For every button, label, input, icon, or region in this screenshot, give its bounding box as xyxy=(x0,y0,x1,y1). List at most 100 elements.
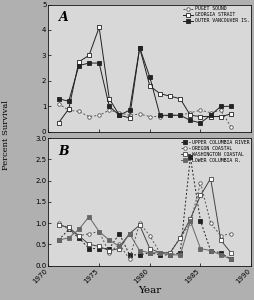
GEORGIA STRAIT xyxy=(77,60,80,64)
LOWER COLUMBIA R. xyxy=(97,230,100,233)
PUGET SOUND xyxy=(198,108,201,112)
UPPER COLUMBIA RIVER xyxy=(168,253,171,257)
GEORGIA STRAIT xyxy=(178,97,181,101)
WASHINGTON COASTAL xyxy=(97,244,100,248)
GEORGIA STRAIT xyxy=(208,115,211,118)
OREGON COASTAL xyxy=(128,257,131,261)
GEORGIA STRAIT xyxy=(138,46,141,50)
OUTER VANCOUVER IS. xyxy=(158,113,161,117)
GEORGIA STRAIT xyxy=(97,26,100,29)
LOWER COLUMBIA R. xyxy=(148,251,151,255)
OREGON COASTAL xyxy=(117,242,120,246)
PUGET SOUND xyxy=(97,113,100,117)
GEORGIA STRAIT xyxy=(148,84,151,88)
OUTER VANCOUVER IS. xyxy=(138,46,141,50)
OREGON COASTAL xyxy=(87,232,90,236)
WASHINGTON COASTAL xyxy=(57,224,60,227)
Text: A: A xyxy=(58,11,68,24)
WASHINGTON COASTAL xyxy=(158,251,161,255)
PUGET SOUND xyxy=(188,111,191,115)
Line: WASHINGTON COASTAL: WASHINGTON COASTAL xyxy=(57,177,232,254)
PUGET SOUND xyxy=(138,112,141,116)
PUGET SOUND xyxy=(178,113,181,117)
UPPER COLUMBIA RIVER xyxy=(57,238,60,242)
LOWER COLUMBIA R. xyxy=(107,238,110,242)
Line: GEORGIA STRAIT: GEORGIA STRAIT xyxy=(57,26,232,124)
PUGET SOUND xyxy=(128,113,131,117)
PUGET SOUND xyxy=(87,115,90,118)
OREGON COASTAL xyxy=(138,221,141,225)
OREGON COASTAL xyxy=(208,221,211,225)
UPPER COLUMBIA RIVER xyxy=(229,257,232,261)
OREGON COASTAL xyxy=(67,228,70,231)
UPPER COLUMBIA RIVER xyxy=(77,236,80,240)
Line: PUGET SOUND: PUGET SOUND xyxy=(57,102,232,128)
UPPER COLUMBIA RIVER xyxy=(158,253,161,257)
LOWER COLUMBIA R. xyxy=(158,251,161,255)
UPPER COLUMBIA RIVER xyxy=(107,247,110,250)
WASHINGTON COASTAL xyxy=(188,217,191,220)
OUTER VANCOUVER IS. xyxy=(87,61,90,65)
OUTER VANCOUVER IS. xyxy=(229,105,232,108)
PUGET SOUND xyxy=(208,111,211,115)
PUGET SOUND xyxy=(117,111,120,115)
OUTER VANCOUVER IS. xyxy=(178,113,181,117)
PUGET SOUND xyxy=(107,108,110,112)
OUTER VANCOUVER IS. xyxy=(198,121,201,125)
GEORGIA STRAIT xyxy=(198,115,201,118)
UPPER COLUMBIA RIVER xyxy=(218,251,221,255)
LOWER COLUMBIA R. xyxy=(57,238,60,242)
WASHINGTON COASTAL xyxy=(67,226,70,229)
OREGON COASTAL xyxy=(178,236,181,240)
UPPER COLUMBIA RIVER xyxy=(117,232,120,236)
LOWER COLUMBIA R. xyxy=(178,253,181,257)
PUGET SOUND xyxy=(67,108,70,112)
WASHINGTON COASTAL xyxy=(178,236,181,240)
PUGET SOUND xyxy=(148,115,151,118)
WASHINGTON COASTAL xyxy=(138,224,141,227)
WASHINGTON COASTAL xyxy=(148,247,151,250)
PUGET SOUND xyxy=(158,115,161,118)
OREGON COASTAL xyxy=(77,234,80,238)
Line: UPPER COLUMBIA RIVER: UPPER COLUMBIA RIVER xyxy=(57,155,232,261)
UPPER COLUMBIA RIVER xyxy=(198,219,201,223)
OREGON COASTAL xyxy=(229,232,232,236)
LOWER COLUMBIA R. xyxy=(67,236,70,240)
LOWER COLUMBIA R. xyxy=(198,247,201,250)
GEORGIA STRAIT xyxy=(87,54,90,57)
X-axis label: Year: Year xyxy=(138,286,161,295)
WASHINGTON COASTAL xyxy=(117,247,120,250)
WASHINGTON COASTAL xyxy=(107,249,110,252)
UPPER COLUMBIA RIVER xyxy=(178,251,181,255)
Line: OUTER VANCOUVER IS.: OUTER VANCOUVER IS. xyxy=(57,46,232,124)
LOWER COLUMBIA R. xyxy=(128,232,131,236)
WASHINGTON COASTAL xyxy=(128,232,131,236)
OUTER VANCOUVER IS. xyxy=(218,105,221,108)
PUGET SOUND xyxy=(168,113,171,117)
UPPER COLUMBIA RIVER xyxy=(188,155,191,159)
GEORGIA STRAIT xyxy=(188,113,191,117)
WASHINGTON COASTAL xyxy=(198,194,201,197)
LOWER COLUMBIA R. xyxy=(229,257,232,261)
LOWER COLUMBIA R. xyxy=(208,249,211,252)
LOWER COLUMBIA R. xyxy=(168,253,171,257)
UPPER COLUMBIA RIVER xyxy=(148,251,151,255)
UPPER COLUMBIA RIVER xyxy=(138,253,141,257)
OUTER VANCOUVER IS. xyxy=(148,75,151,79)
Legend: PUGET SOUND, GEORGIA STRAIT, OUTER VANCOUVER IS.: PUGET SOUND, GEORGIA STRAIT, OUTER VANCO… xyxy=(182,6,249,24)
OUTER VANCOUVER IS. xyxy=(117,113,120,117)
OREGON COASTAL xyxy=(218,234,221,238)
GEORGIA STRAIT xyxy=(67,107,70,111)
LOWER COLUMBIA R. xyxy=(188,219,191,223)
OUTER VANCOUVER IS. xyxy=(67,100,70,103)
OUTER VANCOUVER IS. xyxy=(107,105,110,108)
LOWER COLUMBIA R. xyxy=(87,215,90,218)
GEORGIA STRAIT xyxy=(57,121,60,125)
OREGON COASTAL xyxy=(158,251,161,255)
Legend: UPPER COLUMBIA RIVER, OREGON COASTAL, WASHINGTON COASTAL, LOWER COLUMBIA R.: UPPER COLUMBIA RIVER, OREGON COASTAL, WA… xyxy=(179,140,249,164)
GEORGIA STRAIT xyxy=(107,97,110,101)
LOWER COLUMBIA R. xyxy=(77,228,80,231)
UPPER COLUMBIA RIVER xyxy=(208,249,211,252)
WASHINGTON COASTAL xyxy=(208,177,211,180)
UPPER COLUMBIA RIVER xyxy=(87,247,90,250)
